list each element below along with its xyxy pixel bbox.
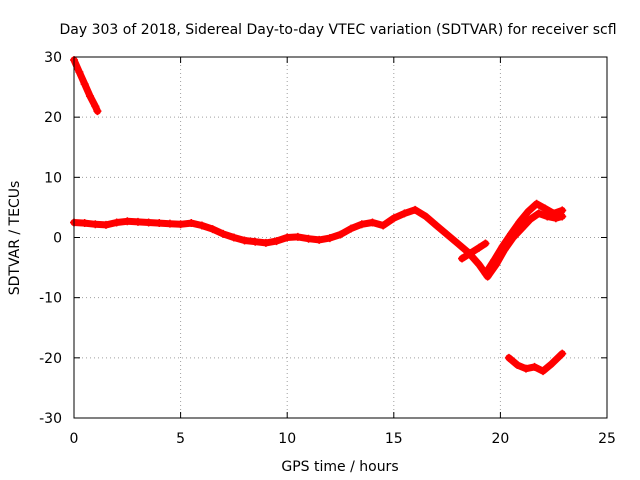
series-initial-descent: [70, 56, 101, 115]
y-tick-label: -30: [39, 411, 62, 427]
data-point: [85, 92, 94, 101]
data-point: [558, 206, 567, 215]
data-point: [466, 249, 475, 258]
data-point: [357, 220, 366, 229]
data-point: [368, 218, 377, 227]
x-axis-label: GPS time / hours: [281, 459, 398, 475]
y-tick-label: 10: [44, 170, 62, 186]
data-point: [475, 260, 484, 269]
data-point: [558, 349, 567, 358]
data-point: [93, 107, 102, 116]
data-point: [507, 229, 516, 238]
data-point: [524, 207, 533, 216]
data-point: [155, 219, 164, 228]
series-short-segment: [458, 240, 489, 263]
data-point: [549, 209, 558, 218]
data-point: [123, 217, 132, 226]
data-point: [421, 212, 430, 221]
data-point: [304, 234, 313, 243]
data-point: [526, 215, 535, 224]
data-point: [251, 237, 260, 246]
data-point: [336, 230, 345, 239]
data-point: [389, 214, 398, 223]
x-tick-label: 0: [70, 431, 79, 447]
data-point: [443, 230, 452, 239]
data-point: [293, 232, 302, 241]
data-point: [475, 243, 484, 252]
data-point: [513, 361, 522, 370]
grid-lines: [74, 57, 607, 418]
data-point: [481, 239, 490, 248]
y-tick-label: -10: [39, 291, 62, 307]
y-tick-label: 20: [44, 110, 62, 126]
data-series: [70, 56, 567, 376]
axis-ticks: 0 5 10 15 20 25 -30 -20 -10 0 10 20 30: [39, 50, 616, 447]
data-point: [229, 233, 238, 242]
x-tick-label: 10: [278, 431, 296, 447]
x-tick-label: 25: [598, 431, 616, 447]
data-point: [539, 367, 548, 376]
chart-title: Day 303 of 2018, Sidereal Day-to-day VTE…: [59, 22, 616, 38]
data-point: [197, 221, 206, 230]
data-point: [541, 204, 550, 213]
data-point: [91, 220, 100, 229]
data-point: [165, 219, 174, 228]
y-tick-label: 0: [53, 231, 62, 247]
data-point: [521, 364, 530, 373]
data-point: [261, 238, 270, 247]
data-point: [379, 221, 388, 230]
data-point: [481, 269, 490, 278]
data-point: [432, 221, 441, 230]
data-point: [80, 219, 89, 228]
x-tick-label: 5: [176, 431, 185, 447]
data-point: [515, 217, 524, 226]
data-point: [112, 218, 121, 227]
data-point: [534, 209, 543, 218]
data-point: [75, 68, 84, 77]
x-tick-label: 15: [385, 431, 403, 447]
data-point: [91, 102, 100, 111]
data-point: [547, 359, 556, 368]
data-point: [240, 236, 249, 245]
data-point: [325, 234, 334, 243]
x-tick-label: 20: [491, 431, 509, 447]
y-axis-label: SDTVAR / TECUs: [7, 181, 23, 296]
data-point: [532, 199, 541, 208]
data-point: [176, 220, 185, 229]
data-point: [144, 218, 153, 227]
y-tick-label: 30: [44, 50, 62, 66]
data-point: [498, 242, 507, 251]
data-point: [219, 229, 228, 238]
data-point: [490, 256, 499, 265]
data-point: [400, 209, 409, 218]
data-point: [453, 239, 462, 248]
data-point: [208, 225, 217, 234]
data-point: [133, 217, 142, 226]
data-point: [80, 80, 89, 89]
data-point: [347, 224, 356, 233]
series-upper-branch: [482, 200, 566, 278]
data-point: [187, 219, 196, 228]
data-point: [283, 233, 292, 242]
data-point: [101, 220, 110, 229]
y-tick-label: -20: [39, 351, 62, 367]
data-point: [272, 237, 281, 246]
data-point: [504, 353, 513, 362]
data-point: [458, 254, 467, 263]
data-point: [315, 235, 324, 244]
data-point: [411, 205, 420, 214]
data-point: [530, 362, 539, 371]
